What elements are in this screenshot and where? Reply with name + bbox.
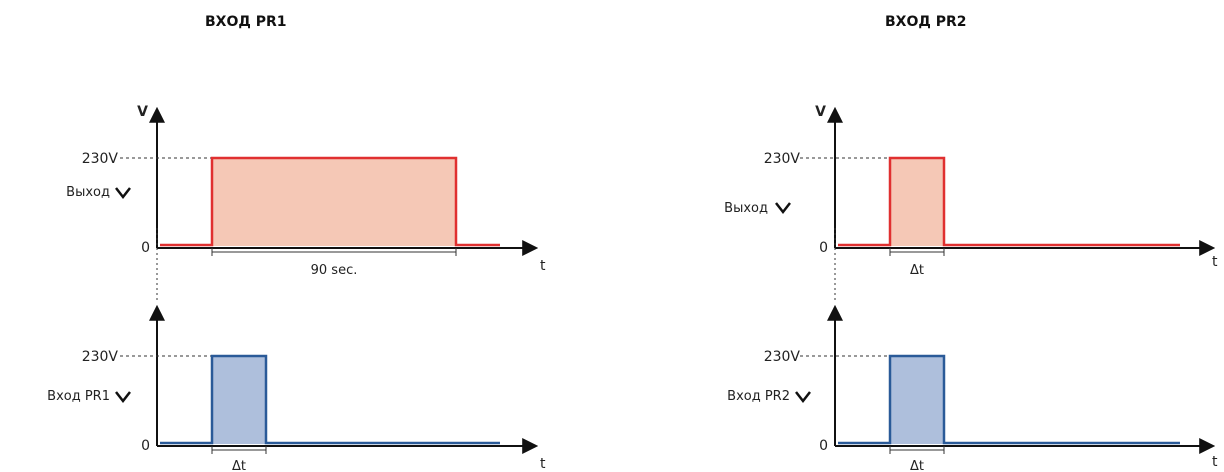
left-output-chevron-icon [115,187,131,200]
right-output-v-axis-label: V [815,104,826,120]
right-panel: V t 230V 0 Выход Δt t 230V 0 Вход PR2 Δt [724,104,1218,472]
right-panel-title: ВХОД PR2 [885,14,967,30]
left-input-chart: t 230V 0 Вход PR1 Δt [47,304,546,472]
right-output-signal [838,156,1180,247]
right-output-chart: V t 230V 0 Выход Δt [724,104,1218,300]
right-input-t-axis-label: t [1212,454,1218,470]
left-output-v-axis-label: V [137,104,148,120]
right-output-duration-label: Δt [910,263,924,278]
left-input-duration-label: Δt [232,459,246,472]
right-input-chart: t 230V 0 Вход PR2 Δt [727,304,1218,472]
right-output-zero-label: 0 [819,240,828,256]
left-output-signal [160,156,500,247]
left-output-level-label: 230V [82,151,119,167]
left-panel-title: ВХОД PR1 [205,14,287,30]
left-output-zero-label: 0 [141,240,150,256]
left-output-t-axis-label: t [540,258,546,274]
right-input-duration-label: Δt [910,459,924,472]
right-input-chevron-icon [795,391,811,404]
right-input-signal-label: Вход PR2 [727,389,790,404]
left-input-level-label: 230V [82,349,119,365]
left-output-pulse-fill [212,158,456,246]
left-input-chevron-icon [115,391,131,404]
left-panel: V t 230V 0 Выход 90 sec. t 230V 0 Вход P… [47,104,546,472]
right-output-pulse-fill [890,158,944,246]
left-input-signal-label: Вход PR1 [47,389,110,404]
right-output-t-axis-label: t [1212,254,1218,270]
right-input-level-label: 230V [764,349,801,365]
right-output-signal-label: Выход [724,201,768,216]
left-output-chart: V t 230V 0 Выход 90 sec. [66,104,546,300]
right-output-chevron-icon [775,202,791,215]
right-input-zero-label: 0 [819,438,828,454]
right-input-signal [838,354,1180,445]
left-input-pulse-fill [212,356,266,444]
left-input-signal [160,354,500,445]
left-output-signal-label: Выход [66,185,110,200]
right-input-pulse-fill [890,356,944,444]
right-output-level-label: 230V [764,151,801,167]
left-output-duration-label: 90 sec. [311,263,358,278]
left-input-t-axis-label: t [540,456,546,472]
left-input-zero-label: 0 [141,438,150,454]
